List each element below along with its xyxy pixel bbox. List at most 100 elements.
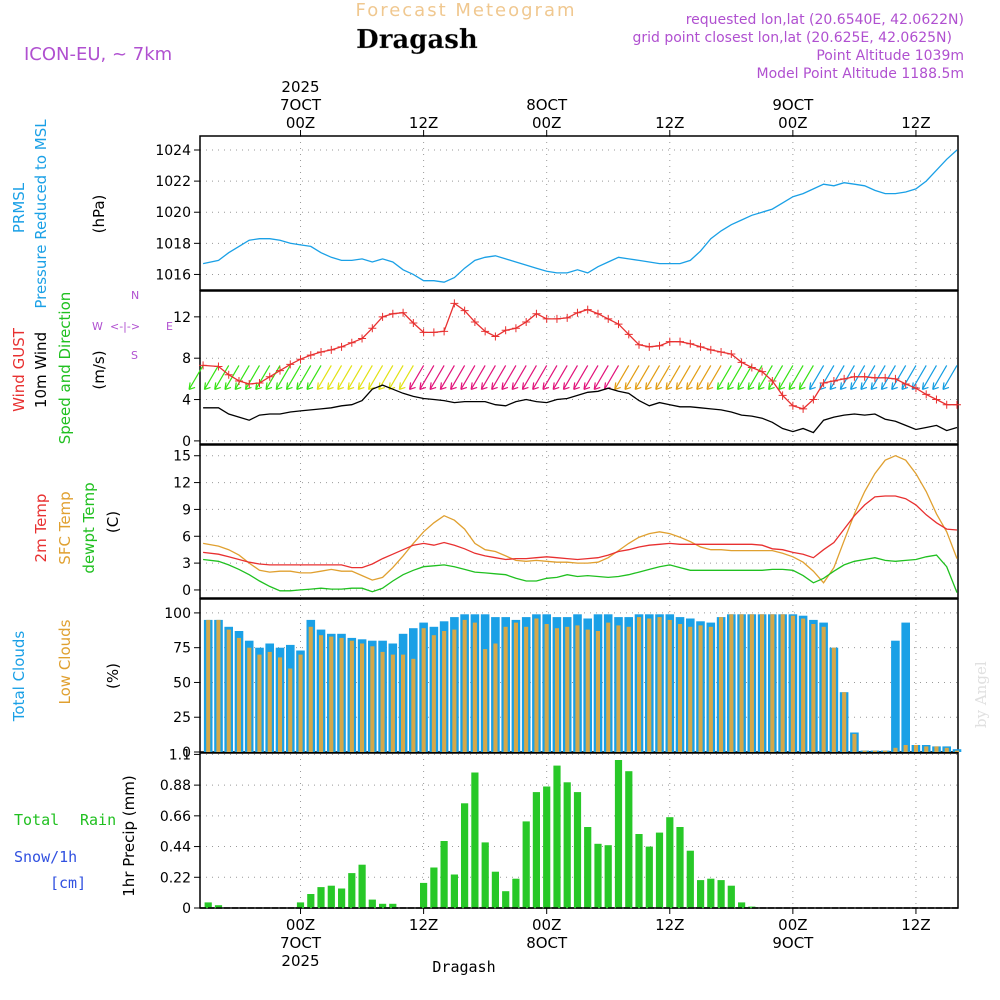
precip-bar bbox=[461, 803, 469, 908]
wind-barb bbox=[932, 365, 948, 390]
precip-bar bbox=[594, 843, 602, 908]
wind-barb-head bbox=[368, 386, 375, 391]
precip-snow-label: Snow/1h bbox=[14, 848, 77, 866]
wind-barb-head bbox=[850, 382, 853, 390]
wind-barb-head bbox=[839, 382, 842, 390]
wind-barb bbox=[634, 365, 650, 390]
compass-w: W bbox=[92, 320, 103, 333]
low-cloud-bar bbox=[247, 647, 252, 752]
gust-marker bbox=[604, 314, 613, 323]
precip-bar bbox=[307, 894, 315, 908]
x-date-label-bottom: 7OCT bbox=[280, 934, 322, 952]
low-cloud-bar bbox=[206, 619, 211, 752]
low-cloud-bar bbox=[739, 614, 744, 752]
gust-marker bbox=[788, 401, 797, 410]
low-cloud-bar bbox=[770, 614, 775, 752]
low-cloud-label: Low Clouds bbox=[56, 619, 74, 704]
y-tick-label: 0.66 bbox=[160, 809, 191, 825]
pressure-label-1: PRMSL bbox=[10, 182, 28, 233]
wind-barb bbox=[747, 365, 763, 390]
wind-barb bbox=[203, 365, 219, 390]
wind-barb bbox=[716, 365, 732, 390]
wind-barb-head bbox=[747, 382, 750, 390]
wind-barb-head bbox=[224, 382, 227, 390]
total-cloud-bar bbox=[891, 640, 900, 752]
wind-barb-head bbox=[717, 386, 724, 391]
wind-barb-head bbox=[542, 386, 550, 391]
y-tick-label: 8 bbox=[182, 351, 191, 367]
x-tick-label-top: 12Z bbox=[901, 114, 930, 132]
wind-barb-head bbox=[696, 382, 699, 390]
wind-barb-head bbox=[203, 382, 207, 390]
wind-barb-head bbox=[501, 382, 504, 390]
precip-bar bbox=[676, 827, 684, 908]
temp-unit: (C) bbox=[104, 511, 122, 533]
gust-marker bbox=[819, 379, 828, 388]
gust-marker bbox=[399, 308, 408, 317]
wind-barb bbox=[644, 365, 661, 390]
gust-marker bbox=[676, 337, 685, 346]
low-cloud-bar bbox=[370, 646, 375, 752]
low-cloud-bar bbox=[236, 637, 241, 752]
precip-total-label: Total bbox=[14, 811, 59, 829]
wind-barb bbox=[234, 365, 250, 390]
wind-barb bbox=[511, 365, 527, 390]
low-cloud-bar bbox=[534, 618, 539, 752]
low-cloud-bar bbox=[626, 626, 631, 752]
wind-barb-head bbox=[409, 386, 416, 391]
dewpoint-line bbox=[203, 554, 958, 593]
wind-barb-head bbox=[583, 386, 591, 391]
precip-bar bbox=[686, 850, 694, 908]
low-cloud-bar bbox=[924, 746, 929, 752]
precip-unit-label: 1hr Precip (mm) bbox=[120, 775, 138, 896]
low-cloud-bar bbox=[934, 746, 939, 752]
gust-marker bbox=[758, 367, 767, 376]
wind-barb bbox=[614, 365, 630, 390]
low-cloud-bar bbox=[216, 619, 221, 752]
low-cloud-bar bbox=[329, 636, 334, 752]
precip-bar bbox=[317, 887, 325, 908]
wind-barb-head bbox=[306, 382, 309, 390]
gust-marker bbox=[234, 376, 243, 385]
y-tick-label: 75 bbox=[173, 641, 191, 657]
precip-bar bbox=[327, 885, 335, 908]
wind-barb bbox=[706, 365, 722, 390]
wind-barb-head bbox=[594, 386, 601, 391]
x-date-label-top: 8OCT bbox=[526, 96, 568, 114]
low-cloud-bar bbox=[616, 625, 621, 752]
low-cloud-bar bbox=[431, 635, 436, 752]
wind-barb-head bbox=[347, 382, 350, 390]
low-cloud-bar bbox=[524, 626, 529, 752]
low-cloud-bar bbox=[472, 622, 477, 752]
low-cloud-bar bbox=[913, 745, 918, 752]
gust-marker bbox=[840, 374, 849, 383]
wind-barb-head bbox=[665, 386, 673, 391]
wind-barb-head bbox=[860, 386, 868, 391]
wind-barb-head bbox=[737, 386, 745, 391]
wind-barb bbox=[347, 365, 363, 390]
low-cloud-bar bbox=[452, 629, 457, 752]
sfc-temp-line bbox=[202, 454, 958, 584]
wind-barb-head bbox=[481, 386, 488, 391]
wind-barb-head bbox=[942, 382, 945, 390]
gust-marker bbox=[317, 347, 326, 356]
gust-marker bbox=[952, 400, 961, 409]
wind-barb-head bbox=[265, 382, 268, 390]
wind-barb-head bbox=[552, 382, 555, 390]
wind-barb-head bbox=[840, 386, 847, 391]
wind-barb bbox=[286, 365, 302, 390]
pressure-label-2: Pressure Reduced to MSL bbox=[32, 119, 50, 309]
wind-barb-head bbox=[532, 382, 535, 390]
wind-barb-head bbox=[480, 382, 483, 390]
wind-barb-head bbox=[429, 386, 437, 391]
low-cloud-bar bbox=[503, 626, 508, 752]
wind-barb-head bbox=[491, 382, 494, 390]
wind-barb bbox=[398, 365, 414, 390]
wind-barb-head bbox=[644, 382, 648, 390]
low-cloud-bar bbox=[257, 654, 262, 752]
y-tick-label: 0.22 bbox=[160, 870, 191, 886]
precip-bar bbox=[584, 827, 592, 908]
gust-marker bbox=[327, 345, 336, 354]
y-tick-label: 1016 bbox=[155, 267, 191, 283]
low-cloud-bar bbox=[585, 629, 590, 752]
